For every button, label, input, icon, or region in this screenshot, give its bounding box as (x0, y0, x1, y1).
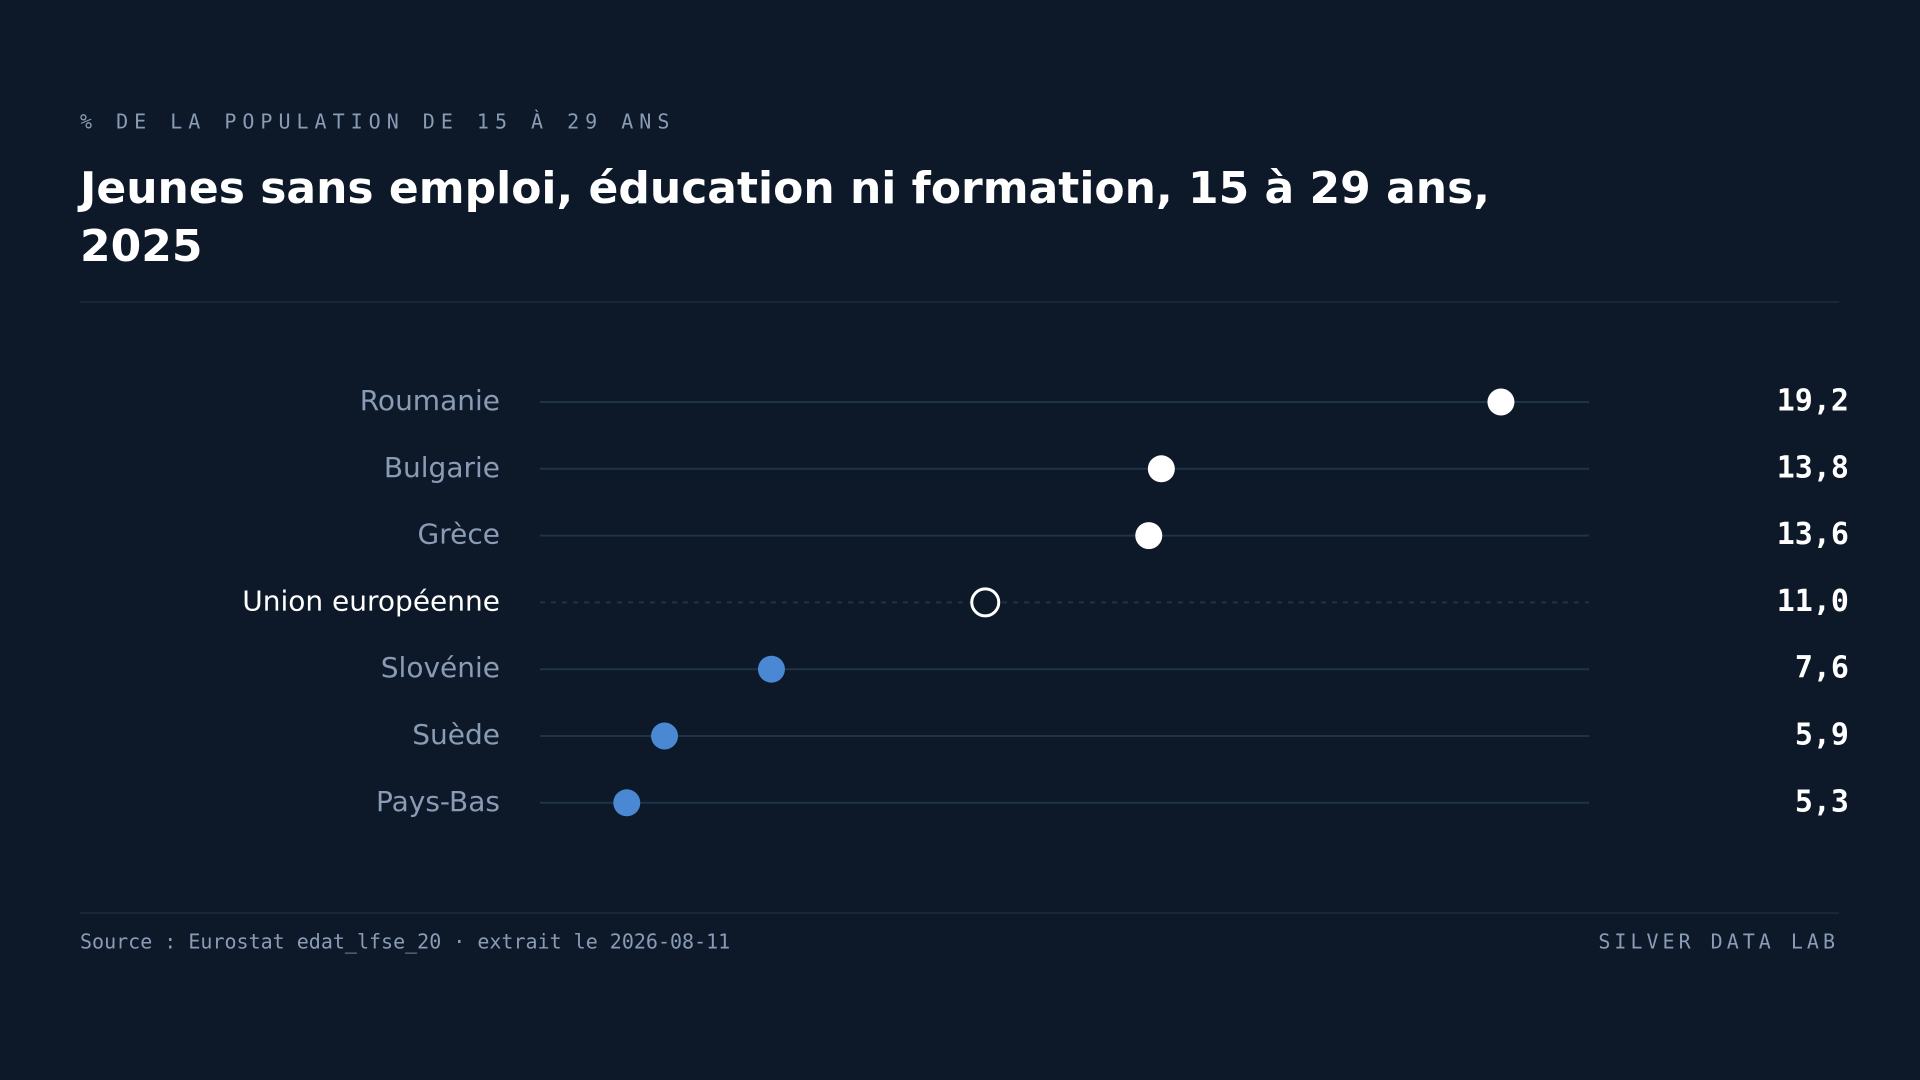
category-label: Roumanie (360, 384, 500, 417)
chart-title: Jeunes sans emploi, éducation ni formati… (80, 163, 1491, 272)
dot (651, 722, 679, 750)
value-label: 11,0 (1777, 584, 1849, 619)
dot (1147, 455, 1175, 483)
dot (613, 789, 641, 817)
category-label: Grèce (418, 518, 500, 551)
value-label: 5,9 (1795, 718, 1849, 753)
dot (1135, 522, 1163, 550)
category-label: Union européenne (242, 584, 500, 617)
dot (1487, 388, 1515, 416)
value-label: 7,6 (1795, 651, 1849, 686)
category-label: Bulgarie (384, 451, 500, 484)
dot (970, 587, 1001, 618)
value-label: 19,2 (1777, 384, 1849, 419)
category-label: Suède (412, 718, 500, 751)
dot (757, 655, 785, 683)
category-label: Pays-Bas (376, 785, 500, 818)
brand: SILVER DATA LAB (1598, 930, 1839, 954)
value-label: 5,3 (1795, 784, 1849, 819)
source: Source : Eurostat edat_lfse_20 · extrait… (80, 930, 730, 954)
value-label: 13,6 (1777, 517, 1849, 552)
category-label: Slovénie (381, 651, 500, 684)
value-label: 13,8 (1777, 450, 1849, 485)
chart-subtitle: % DE LA POPULATION DE 15 À 29 ANS (80, 110, 675, 134)
